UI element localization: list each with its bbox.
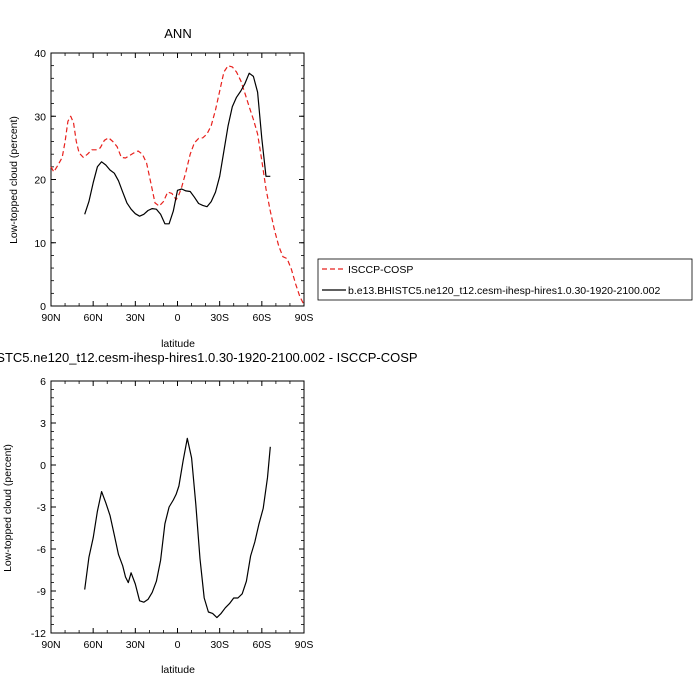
bottom-chart-title: b.e13.BHISTC5.ne120_t12.cesm-ihesp-hires… xyxy=(0,350,418,365)
bottom-x-tick-label: 0 xyxy=(175,639,181,651)
top-y-axis-label: Low-topped cloud (percent) xyxy=(8,116,20,244)
top-x-tick-label: 60N xyxy=(84,312,103,324)
bottom-y-axis-label: Low-topped cloud (percent) xyxy=(2,444,14,572)
top-y-tick-label: 10 xyxy=(34,238,46,250)
bottom-x-tick-label: 30S xyxy=(210,639,229,651)
bottom-x-axis-label: latitude xyxy=(161,664,195,676)
legend: ISCCP-COSP b.e13.BHISTC5.ne120_t12.cesm-… xyxy=(317,258,693,301)
top-x-axis-label: latitude xyxy=(161,338,195,350)
top-plot-area: 90N 60N 30N 0 30S 60S 90S 0 10 20 30 40 xyxy=(34,48,313,324)
bottom-x-tick-label: 90S xyxy=(295,639,314,651)
bottom-y-tick-label: -9 xyxy=(37,586,46,598)
top-chart-title: ANN xyxy=(164,26,191,41)
legend-obs-label: ISCCP-COSP xyxy=(348,264,413,276)
bottom-y-tick-label: -12 xyxy=(31,628,46,640)
bottom-y-tick-label: 6 xyxy=(40,376,46,388)
top-x-tick-label: 90N xyxy=(41,312,60,324)
bottom-x-tick-label: 30N xyxy=(126,639,145,651)
bottom-x-tick-label: 60N xyxy=(84,639,103,651)
bottom-y-tick-label: 3 xyxy=(40,418,46,430)
bottom-x-tick-label: 60S xyxy=(252,639,271,651)
bottom-series-line-model xyxy=(84,437,271,619)
top-y-tick-label: 0 xyxy=(40,301,46,313)
bottom-y-tick-label: -3 xyxy=(37,502,46,514)
top-series-line-isccp-cosp xyxy=(50,65,305,305)
top-x-tick-label: 90S xyxy=(295,312,314,324)
top-series-line-model xyxy=(84,72,271,225)
top-y-tick-label: 40 xyxy=(34,48,46,60)
bottom-panel: b.e13.BHISTC5.ne120_t12.cesm-ihesp-hires… xyxy=(0,350,418,676)
top-x-tick-label: 30S xyxy=(210,312,229,324)
top-x-tick-label: 30N xyxy=(126,312,145,324)
top-y-tick-label: 30 xyxy=(34,111,46,123)
top-panel: ANN Low-topped cloud (percent) latitude … xyxy=(8,26,313,350)
top-y-tick-label: 20 xyxy=(34,175,46,187)
top-plot-frame xyxy=(50,52,305,307)
bottom-plot-frame xyxy=(50,380,305,634)
top-x-tick-label: 0 xyxy=(175,312,181,324)
legend-box xyxy=(317,258,693,301)
legend-model-label: b.e13.BHISTC5.ne120_t12.cesm-ihesp-hires… xyxy=(348,285,660,297)
bottom-y-tick-label: -6 xyxy=(37,544,46,556)
top-x-tick-label: 60S xyxy=(252,312,271,324)
bottom-y-tick-label: 0 xyxy=(40,460,46,472)
bottom-x-tick-label: 90N xyxy=(41,639,60,651)
bottom-plot-area: 90N 60N 30N 0 30S 60S 90S 6 3 0 -3 -6 -9 -12 xyxy=(31,376,314,651)
